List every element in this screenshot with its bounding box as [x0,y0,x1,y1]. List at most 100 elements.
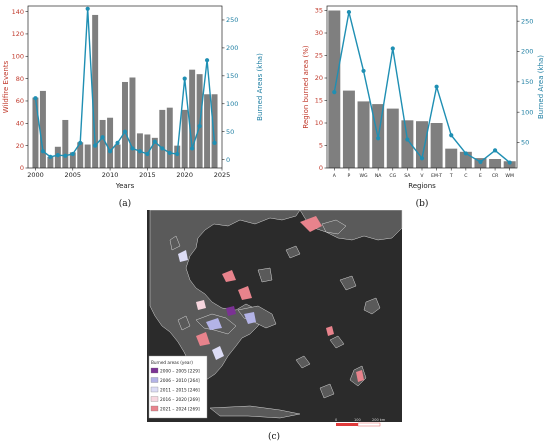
bar [122,81,128,168]
series-point [55,153,60,158]
series-point [405,137,410,142]
series-point [85,6,90,11]
bar [144,134,151,168]
y-right-axis-label: Burned Areas (kha) [256,53,264,121]
series-point [507,160,512,165]
x-tick-label: 2005 [64,171,81,179]
x-tick-label: EM-T [431,173,442,179]
y-left-tick-label: 10 [315,119,323,127]
series-point [167,150,172,156]
bar [151,137,158,168]
legend-item-label: 2016 – 2020 [269] [160,397,200,403]
y-left-tick-label: 20 [315,74,323,82]
series-point [390,46,395,51]
panel-b-label: (b) [416,198,429,209]
y-left-tick-label: 35 [315,7,323,15]
bar [386,108,399,168]
bar [189,69,196,168]
bar [430,123,443,168]
x-tick-label: T [449,173,453,179]
chart-b-regions: A P WG NA CG SA V EM-T T C E CR WM 0 5 10 15 20 25 30 35 50 10… [302,5,545,209]
series-point [197,124,202,129]
x-tick-label: WG [359,173,368,179]
series-point [212,140,217,145]
series-point [33,96,38,101]
y-right-tick-label: 250 [521,17,533,25]
x-tick-label: 2015 [139,171,156,179]
series-point [175,151,180,157]
y-right-tick-label: 200 [226,44,238,52]
series-point [332,90,337,95]
y-left-axis-label: Region burned area (%) [302,45,310,128]
legend-item-label: 2006 – 2010 [264] [160,378,200,384]
bar [211,94,218,168]
y-left-tick-label: 30 [315,29,323,37]
y-right-tick-label: 100 [521,108,533,116]
y-right-tick-label: 50 [521,139,529,147]
y-left-tick-label: 15 [315,97,323,105]
series-point [346,9,352,15]
series-point [122,129,128,134]
x-tick-label: A [333,173,337,179]
y-left-tick-label: 80 [16,75,24,83]
bar [32,97,39,168]
y-left-tick-label: 5 [319,142,323,150]
x-tick-label: E [479,173,482,179]
bar [99,119,106,168]
legend-swatch [150,386,159,393]
series-point [78,140,83,145]
series-point [107,149,113,154]
series-point [419,156,425,161]
bar [159,109,166,168]
y-right-tick-label: 0 [226,156,230,164]
series-point [449,133,454,138]
legend-swatch [150,367,159,374]
x-tick-label: C [464,173,467,179]
x-axis-label: Years [115,182,135,190]
series-point [492,148,498,153]
bar [129,77,136,168]
map-burned-patches [178,216,364,382]
series-point [115,140,120,145]
x-tick-label: WM [505,173,514,179]
bar [47,156,54,168]
panel-a-label: (a) [119,198,131,209]
y-right-tick-label: 250 [226,16,238,24]
series-point [63,153,68,158]
series-point [48,154,53,159]
x-tick-label: CR [492,173,499,179]
x-axis-label: Regions [408,182,436,190]
series-point [40,149,46,154]
plot-frame [27,5,223,169]
bar [114,144,121,168]
bar [204,94,211,168]
y-left-tick-label: 40 [16,120,24,128]
scale-label-0: 0 [335,418,337,422]
legend-swatch [150,396,159,402]
x-tick-label: 2000 [27,171,44,179]
series-point [434,84,439,89]
legend-item-label: 2011 – 2015 [246] [160,387,200,393]
series-point [130,146,135,151]
bar [416,121,428,168]
bar [62,119,69,168]
y-left-tick-label: 60 [16,97,24,105]
bar [489,159,502,168]
y-right-tick-label: 150 [226,72,238,80]
scale-label-100: 100 [354,418,361,422]
bar [357,101,370,168]
bar [181,109,188,168]
legend-item-label: 2021 – 2024 [269] [160,406,200,412]
bar [84,144,91,168]
x-tick-label: 2020 [176,171,193,179]
y-left-tick-label: 20 [16,142,24,150]
x-tick-label: CG [389,173,396,179]
x-tick-label: SA [404,173,411,179]
bar [69,152,76,168]
series-point [70,151,75,157]
y-right-tick-label: 100 [226,100,238,108]
series-point [137,149,143,154]
y-left-tick-label: 100 [12,52,24,60]
series-point [204,58,210,63]
y-left-tick-label: 0 [20,164,24,172]
